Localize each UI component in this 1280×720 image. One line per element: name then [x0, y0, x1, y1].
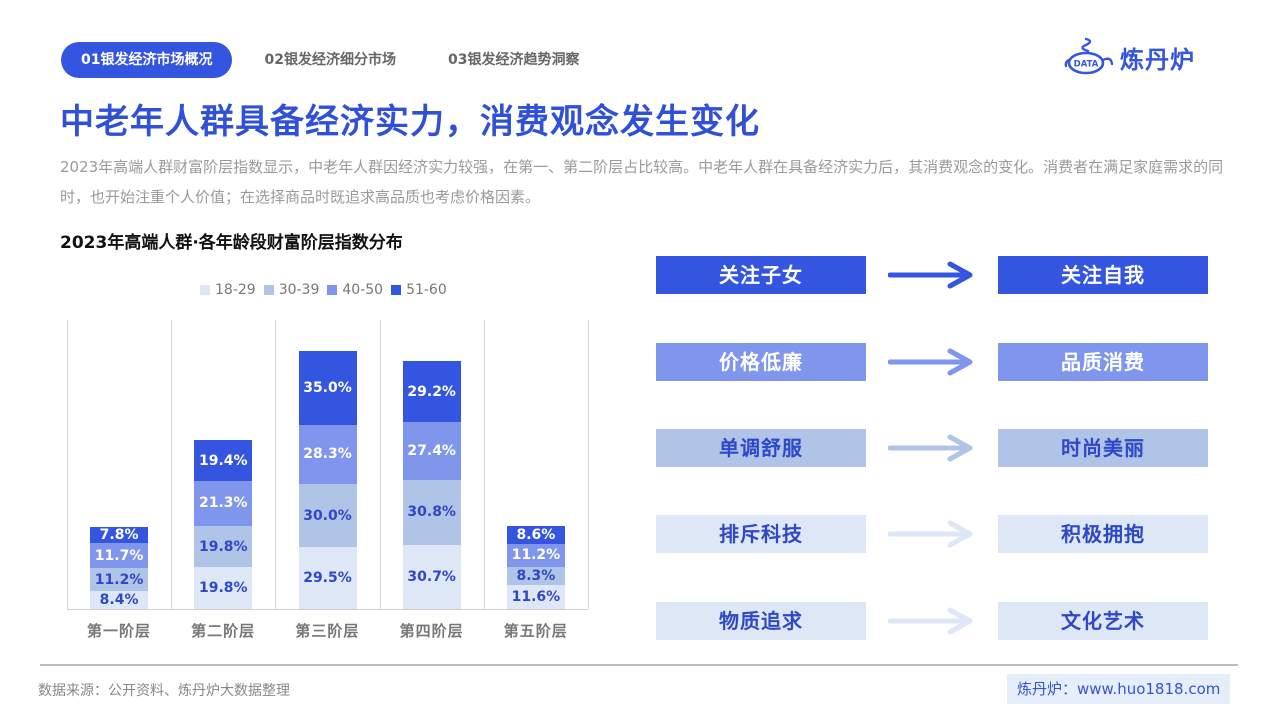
legend-item-30-39: 30-39 — [263, 282, 320, 298]
shift-row: 物质追求 文化艺术 — [656, 602, 1208, 640]
bar-segment-30-39: 30.8% — [402, 479, 461, 545]
bar-segment-18-29: 29.5% — [298, 547, 357, 609]
data-source-note: 数据来源：公开资料、炼丹炉大数据整理 — [38, 683, 290, 699]
arrow-right-icon — [888, 348, 973, 376]
bar-segment-51-60: 8.6% — [506, 525, 565, 544]
shift-from-box: 物质追求 — [656, 602, 866, 640]
legend-item-40-50: 40-50 — [327, 282, 383, 298]
grid-separator — [171, 320, 173, 609]
page-description: 2023年高端人群财富阶层指数显示，中老年人群因经济实力较强，在第一、第二阶层占… — [60, 158, 1224, 206]
bar-segment-51-60: 29.2% — [402, 361, 461, 423]
chart-legend: 18-29 30-39 40-50 51-60 — [200, 282, 455, 298]
shift-to-box: 文化艺术 — [998, 602, 1208, 640]
shift-from-box: 价格低廉 — [656, 343, 866, 381]
x-axis-label: 第二阶层 — [191, 622, 256, 640]
grid-separator — [275, 320, 277, 609]
chart-title: 2023年高端人群·各年龄段财富阶层指数分布 — [60, 233, 403, 253]
legend-item-51-60: 51-60 — [391, 282, 447, 298]
shift-row: 单调舒服 时尚美丽 — [656, 429, 1208, 467]
bar-segment-51-60: 35.0% — [298, 351, 357, 425]
bar-segment-30-39: 8.3% — [506, 567, 565, 585]
bar-segment-51-60: 7.8% — [90, 526, 149, 544]
alchemy-pot-icon: DATA — [1064, 37, 1114, 75]
grid-separator — [483, 320, 485, 609]
bar-segment-18-29: 8.4% — [90, 591, 149, 609]
bar-segment-40-50: 11.7% — [90, 543, 149, 568]
legend-label: 18-29 — [215, 282, 256, 298]
bar-segment-40-50: 28.3% — [298, 424, 357, 485]
bar-segment-30-39: 19.8% — [194, 525, 253, 568]
stacked-bar[interactable]: 11.6% 8.3% 11.2% 8.6% — [506, 525, 565, 609]
legend-label: 30-39 — [278, 282, 320, 298]
shift-from-box: 排斥科技 — [656, 515, 866, 553]
x-axis-label: 第一阶层 — [86, 622, 151, 640]
shift-from-box: 单调舒服 — [656, 429, 866, 467]
shift-to-box: 时尚美丽 — [998, 429, 1208, 467]
bar-segment-18-29: 19.8% — [194, 567, 253, 609]
legend-swatch — [391, 285, 402, 295]
bar-segment-30-39: 11.2% — [90, 567, 149, 592]
shift-from-box: 关注子女 — [656, 256, 866, 294]
bar-segment-40-50: 21.3% — [194, 481, 253, 526]
x-axis-labels: 第一阶层 第二阶层 第三阶层 第四阶层 第五阶层 — [67, 620, 588, 642]
arrow-right-icon — [888, 261, 973, 289]
arrow-right-icon — [888, 434, 973, 462]
shift-row: 关注子女 关注自我 — [656, 256, 1208, 294]
shift-row: 价格低廉 品质消费 — [656, 343, 1208, 381]
legend-swatch — [263, 285, 274, 295]
page-title: 中老年人群具备经济实力，消费观念发生变化 — [60, 102, 760, 142]
stacked-bar-plot: 8.4% 11.2% 11.7% 7.8% 19.8% 19.8% 21.3% 19.4% 29… — [67, 320, 589, 610]
legend-label: 40-50 — [342, 282, 384, 298]
legend-item-18-29: 18-29 — [200, 282, 256, 298]
stacked-bar[interactable]: 30.7% 30.8% 27.4% 29.2% — [402, 361, 461, 609]
x-axis-label: 第三阶层 — [295, 622, 360, 640]
bar-segment-18-29: 30.7% — [402, 544, 461, 609]
svg-text:DATA: DATA — [1074, 60, 1099, 70]
section-tabs: 01银发经济市场概况 02银发经济细分市场 03银发经济趋势洞察 — [61, 42, 611, 78]
grid-separator — [67, 320, 68, 609]
shift-to-box: 积极拥抱 — [998, 515, 1208, 553]
bar-segment-40-50: 11.2% — [506, 543, 565, 568]
bar-segment-18-29: 11.6% — [506, 584, 565, 609]
legend-swatch — [200, 285, 210, 295]
shift-to-box: 品质消费 — [998, 343, 1208, 381]
stacked-bar[interactable]: 19.8% 19.8% 21.3% 19.4% — [194, 440, 253, 609]
bar-segment-30-39: 30.0% — [298, 484, 357, 548]
tab-market-overview[interactable]: 01银发经济市场概况 — [61, 42, 233, 78]
x-axis-label: 第五阶层 — [503, 622, 568, 640]
stacked-bar[interactable]: 29.5% 30.0% 28.3% 35.0% — [298, 351, 357, 609]
website-badge[interactable]: 炼丹炉：www.huo1818.com — [1007, 674, 1231, 704]
bar-segment-51-60: 19.4% — [194, 440, 253, 482]
grid-separator — [588, 320, 589, 609]
arrow-right-icon — [888, 520, 973, 548]
shift-to-box: 关注自我 — [998, 256, 1208, 294]
grid-separator — [379, 320, 381, 609]
brand-name: 炼丹炉 — [1120, 45, 1195, 74]
shift-row: 排斥科技 积极拥抱 — [656, 515, 1208, 553]
stacked-bar[interactable]: 8.4% 11.2% 11.7% 7.8% — [90, 526, 149, 609]
tab-trend-insight[interactable]: 03银发经济趋势洞察 — [447, 52, 580, 68]
x-axis-label: 第四阶层 — [399, 622, 464, 640]
legend-swatch — [327, 285, 338, 295]
footer-divider — [40, 664, 1238, 666]
brand-logo: DATA 炼丹炉 — [1064, 36, 1195, 78]
arrow-right-icon — [888, 607, 973, 635]
tab-segment-market[interactable]: 02银发经济细分市场 — [264, 52, 396, 68]
bar-segment-40-50: 27.4% — [402, 422, 461, 480]
legend-label: 51-60 — [406, 282, 447, 298]
